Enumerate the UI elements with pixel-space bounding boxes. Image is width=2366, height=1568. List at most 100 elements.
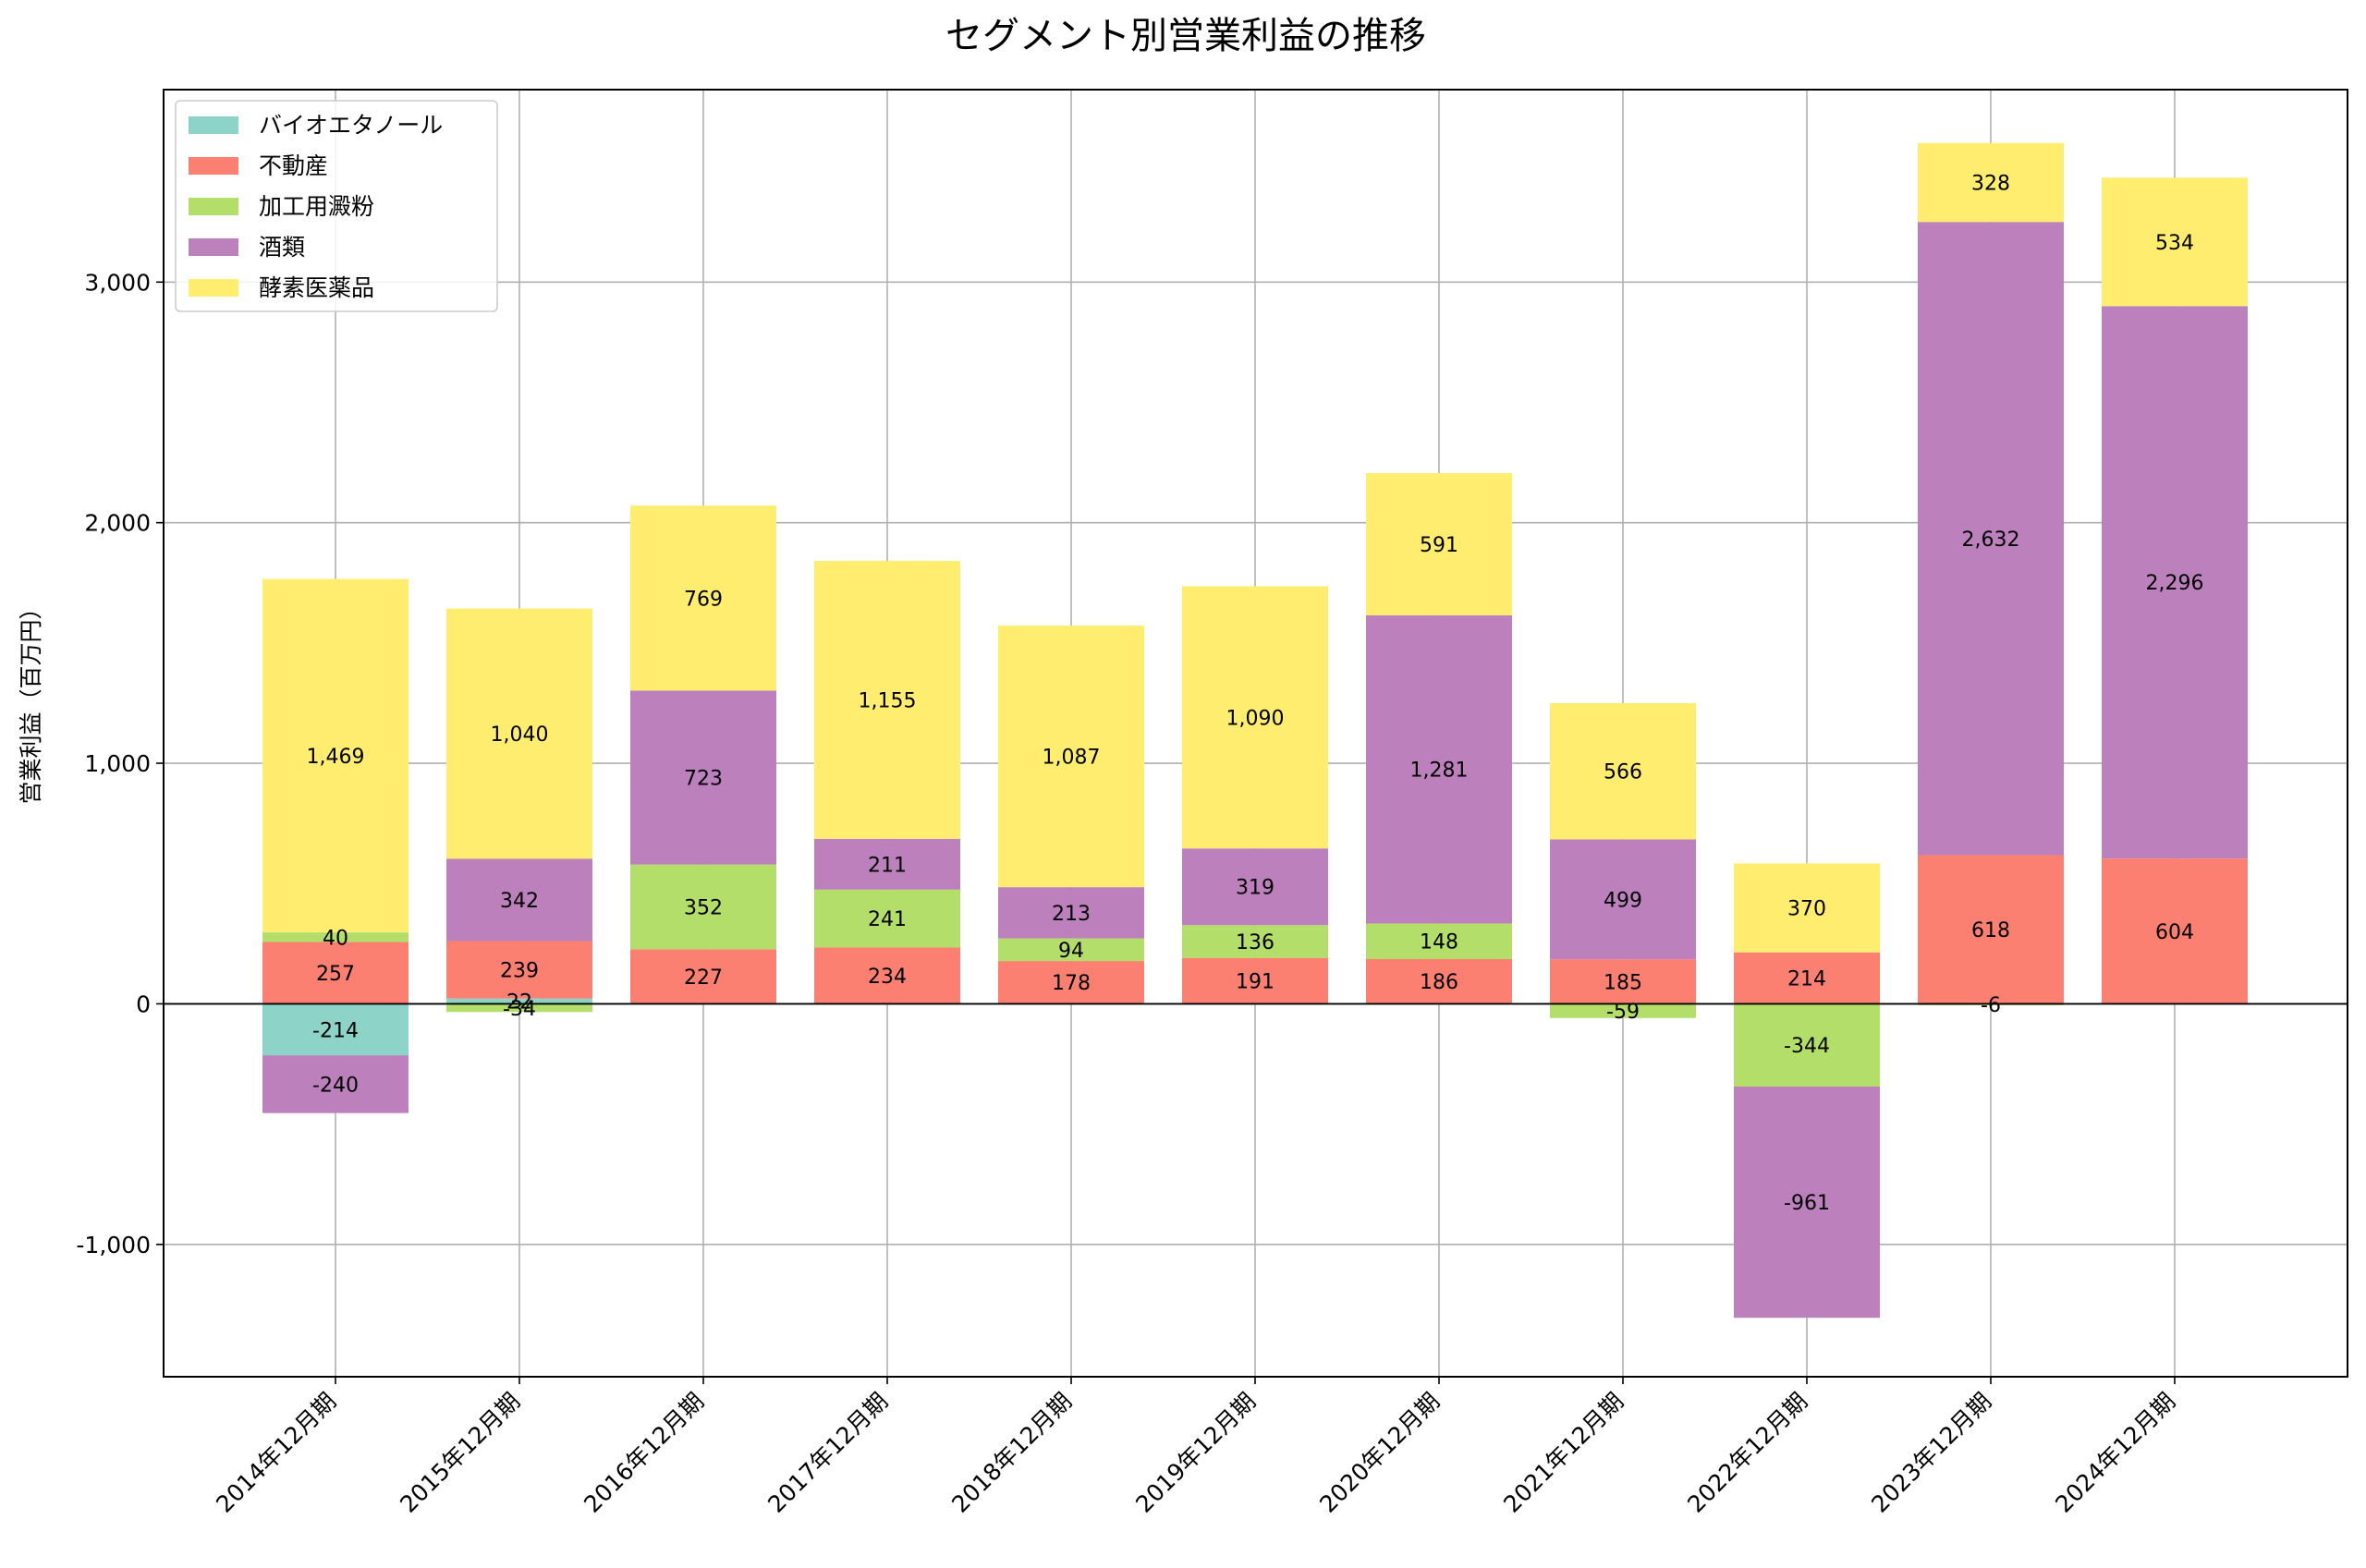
data-label: 239 <box>500 960 539 983</box>
bar-segment <box>1366 958 1512 1004</box>
y-axis-label: 営業利益（百万円） <box>18 596 44 804</box>
data-label: 2,296 <box>2146 572 2204 595</box>
data-label: 319 <box>1236 877 1274 900</box>
data-label: 214 <box>1787 968 1826 991</box>
data-label: 94 <box>1058 940 1084 963</box>
data-label: 185 <box>1604 971 1642 994</box>
legend-entry: 加工用澱粉 <box>259 193 374 220</box>
bar-segment <box>2102 177 2248 307</box>
x-tick-label: 2017年12月期 <box>762 1388 893 1518</box>
data-label: 136 <box>1236 931 1274 954</box>
bar-segment <box>814 561 960 839</box>
data-label: 591 <box>1420 534 1458 557</box>
bar-segment <box>2102 858 2248 1004</box>
x-tick-label: 2019年12月期 <box>1130 1388 1261 1518</box>
bar-segment <box>1182 586 1328 849</box>
data-label: 241 <box>868 908 907 931</box>
data-label: 618 <box>1971 919 2010 942</box>
data-label: -34 <box>503 998 536 1021</box>
x-tick-label: 2024年12月期 <box>2050 1388 2180 1518</box>
data-label: 342 <box>500 890 539 913</box>
data-label: 257 <box>316 963 355 986</box>
data-label: -344 <box>1784 1035 1830 1058</box>
bar-segment <box>1182 848 1328 926</box>
data-label: 213 <box>1052 903 1091 926</box>
legend-entry: 酵素医薬品 <box>259 274 374 301</box>
bar-segment <box>446 998 592 1004</box>
data-label: -6 <box>1981 994 2001 1017</box>
bar-segment <box>262 932 409 942</box>
data-label: 352 <box>684 896 723 919</box>
data-label: 211 <box>868 854 907 877</box>
bars-layer <box>262 142 2248 1319</box>
bar-segment <box>446 608 592 859</box>
legend-box <box>175 100 498 312</box>
bar-segment <box>630 690 776 865</box>
bar-segment <box>1734 863 1880 953</box>
bar-segment <box>1918 855 2064 1004</box>
data-label: 534 <box>2155 232 2194 255</box>
data-label: 1,040 <box>491 723 549 747</box>
bar-segment <box>998 961 1144 1004</box>
chart-title: セグメント別営業利益の推移 <box>945 15 1426 57</box>
bar-segment <box>630 864 776 950</box>
data-label: -214 <box>312 1019 359 1042</box>
bar-segment <box>446 858 592 942</box>
data-label: 22 <box>506 991 532 1015</box>
legend-swatch <box>189 198 238 215</box>
x-tick-label: 2014年12月期 <box>211 1388 341 1518</box>
bar-segment <box>1366 473 1512 615</box>
data-label: 1,087 <box>1043 747 1101 770</box>
bar-segment <box>1550 1003 1696 1018</box>
legend-entry: バイオエタノール <box>259 112 443 139</box>
bar-segment <box>1550 702 1696 840</box>
bar-segment <box>1734 952 1880 1004</box>
data-label: 566 <box>1604 761 1642 784</box>
bar-segment <box>1734 1003 1880 1087</box>
bar-segment <box>446 941 592 999</box>
bar-segment <box>1550 839 1696 960</box>
data-label: 227 <box>684 966 723 990</box>
bar-segment <box>630 505 776 691</box>
data-label: 1,155 <box>859 689 917 712</box>
y-tick-label: 2,000 <box>84 510 151 537</box>
bar-segment <box>1366 614 1512 924</box>
bar-segment <box>998 887 1144 939</box>
data-label: -240 <box>312 1074 359 1097</box>
x-tick-label: 2016年12月期 <box>579 1388 709 1518</box>
data-label: 191 <box>1236 971 1274 994</box>
data-label: 604 <box>2155 921 2194 944</box>
bar-segment <box>446 1003 592 1013</box>
legend-swatch <box>189 116 238 134</box>
bar-segment <box>262 578 409 933</box>
x-tick-label: 2015年12月期 <box>395 1388 525 1518</box>
bar-segment <box>814 889 960 948</box>
data-label: 769 <box>684 588 723 611</box>
bar-segment <box>1182 957 1328 1004</box>
bar-segment <box>814 947 960 1004</box>
data-label: 1,469 <box>307 746 365 769</box>
data-label: 499 <box>1604 889 1642 912</box>
bar-segment <box>1366 923 1512 959</box>
legend-entry: 酒類 <box>259 234 305 261</box>
x-tick-label: 2023年12月期 <box>1866 1388 1996 1518</box>
data-label: 328 <box>1971 173 2010 196</box>
x-tick-label: 2022年12月期 <box>1682 1388 1812 1518</box>
bar-segment <box>998 626 1144 888</box>
bar-segment <box>1550 959 1696 1004</box>
bar-segment <box>814 838 960 890</box>
y-tick-label: 0 <box>136 991 151 1017</box>
data-label: 2,632 <box>1962 529 2020 552</box>
y-tick-label: 1,000 <box>84 750 151 777</box>
bar-segment <box>1734 1086 1880 1319</box>
x-tick-label: 2021年12月期 <box>1498 1388 1628 1518</box>
data-label: -961 <box>1784 1192 1830 1215</box>
legend-swatch <box>189 238 238 256</box>
bar-segment <box>998 938 1144 962</box>
y-tick-label: -1,000 <box>76 1232 151 1258</box>
data-label: 234 <box>868 966 907 989</box>
legend-swatch <box>189 157 238 175</box>
x-tick-label: 2020年12月期 <box>1314 1388 1445 1518</box>
